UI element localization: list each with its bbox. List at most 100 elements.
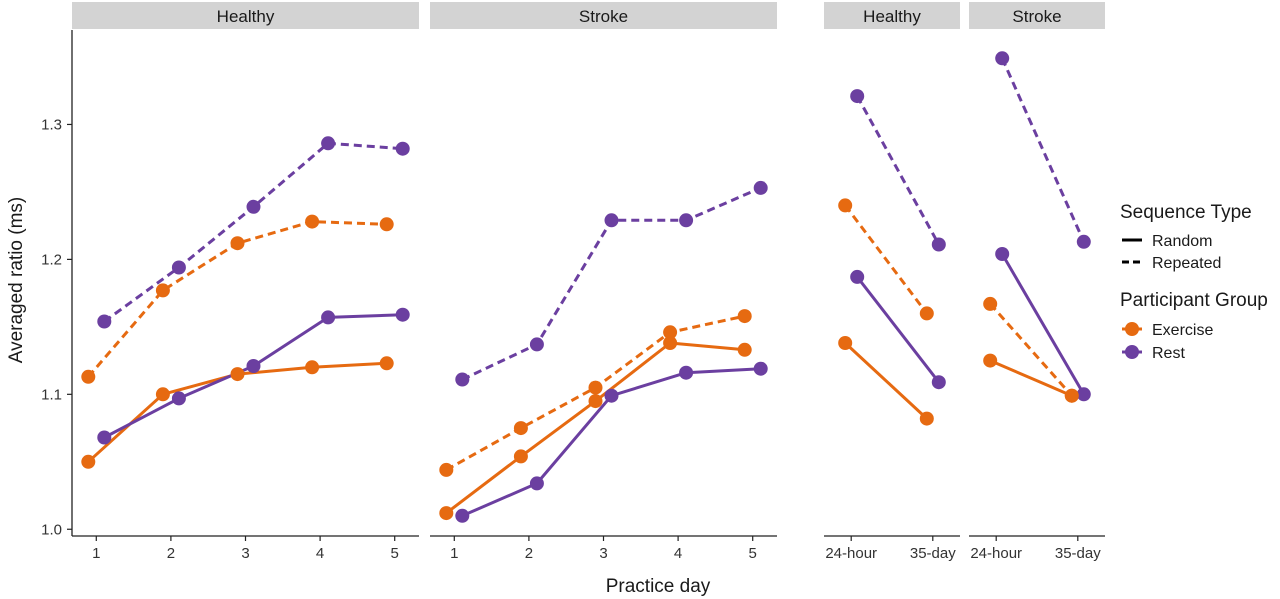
series-line-exercise-random (989, 359, 1073, 398)
panel-strip (72, 2, 419, 29)
data-point-exercise-random (919, 411, 934, 426)
x-tick-label: 4 (674, 545, 682, 562)
data-point-exercise-repeated (379, 217, 394, 232)
legend-label-exercise: Exercise (1152, 322, 1213, 339)
y-axis-title: Averaged ratio (ms) (6, 197, 27, 364)
data-point-rest-random (1076, 387, 1091, 402)
data-point-rest-repeated (995, 51, 1010, 66)
data-point-rest-random (679, 365, 694, 380)
legend: Sequence Type Random Repeated Participan… (1120, 202, 1268, 362)
panel-strip (969, 2, 1105, 29)
series-line-rest-random (1000, 253, 1086, 396)
data-point-rest-random (604, 388, 619, 403)
series-line-rest-random (103, 313, 403, 439)
series-line-rest-repeated (103, 141, 403, 323)
panel-2-stroke: Stroke 1 2 3 4 5 (430, 2, 777, 562)
x-tick-label: 4 (316, 545, 324, 562)
data-point-exercise-repeated (305, 214, 320, 229)
x-tick-label: 1 (92, 545, 100, 562)
data-point-rest-repeated (455, 372, 470, 387)
panel-strip-label: Stroke (1012, 7, 1061, 26)
data-point-exercise-repeated (663, 325, 678, 340)
data-point-exercise-repeated (155, 283, 170, 298)
y-tick-label: 1.1 (41, 386, 62, 403)
panel-strip-label: Stroke (579, 7, 628, 26)
data-point-exercise-random (230, 367, 245, 382)
data-point-exercise-random (513, 449, 528, 464)
x-tick-label: 2 (525, 545, 533, 562)
y-tick-label: 1.2 (41, 251, 62, 268)
data-point-exercise-random (305, 360, 320, 375)
data-point-rest-repeated (850, 89, 865, 104)
data-point-exercise-repeated (737, 309, 752, 324)
data-point-rest-random (850, 269, 865, 284)
data-point-rest-random (995, 247, 1010, 261)
y-tick-label: 1.3 (41, 116, 62, 133)
data-point-exercise-repeated (230, 236, 245, 251)
data-point-rest-repeated (604, 213, 619, 228)
series-line-rest-repeated (855, 95, 941, 246)
data-point-rest-random (529, 476, 544, 491)
data-point-exercise-repeated (588, 380, 603, 395)
legend-label-repeated: Repeated (1152, 255, 1221, 272)
data-point-rest-random (171, 391, 186, 406)
data-point-rest-repeated (321, 136, 336, 151)
series-line-exercise-repeated (989, 302, 1073, 397)
series-line-rest-random (856, 275, 940, 384)
data-point-exercise-repeated (513, 421, 528, 436)
data-point-exercise-random (81, 454, 96, 469)
data-point-exercise-random (663, 336, 678, 350)
series-line-exercise-random (844, 341, 928, 420)
data-point-exercise-repeated (81, 369, 96, 384)
data-point-rest-repeated (395, 141, 410, 156)
series-line-exercise-repeated (844, 204, 928, 315)
x-tick-label: 3 (241, 545, 249, 562)
legend-title-participant-group: Participant Group (1120, 290, 1268, 311)
legend-title-sequence-type: Sequence Type (1120, 202, 1252, 223)
data-point-exercise-repeated (439, 462, 454, 477)
panel-4-stroke: Stroke 24-hour 35-day (969, 2, 1105, 562)
data-point-rest-random (395, 307, 410, 322)
x-tick-label: 24-hour (970, 545, 1022, 562)
legend-label-rest: Rest (1152, 345, 1185, 362)
series-line-exercise-random (445, 341, 745, 515)
data-point-exercise-random (155, 387, 170, 402)
legend-key-rest-dot (1125, 345, 1139, 359)
data-point-rest-random (97, 430, 112, 445)
y-axis: 1.0 1.1 1.2 1.3 (41, 30, 73, 538)
data-point-rest-random (931, 375, 946, 390)
panel-strip (430, 2, 777, 29)
data-point-exercise-random (983, 353, 998, 368)
data-point-exercise-random (838, 336, 853, 350)
y-tick-label: 1.0 (41, 521, 62, 538)
panels-layer: Healthy 1 2 3 4 5 Stroke 1 2 3 4 5 Healthy 24-hour 35-… (72, 2, 1105, 562)
data-point-rest-repeated (679, 213, 694, 228)
data-point-exercise-random (379, 356, 394, 371)
data-point-rest-random (753, 361, 768, 376)
x-tick-label: 3 (599, 545, 607, 562)
x-tick-label: 1 (450, 545, 458, 562)
legend-label-random: Random (1152, 233, 1212, 250)
x-tick-label: 5 (391, 545, 399, 562)
data-point-exercise-repeated (1064, 388, 1079, 403)
data-point-exercise-random (737, 342, 752, 357)
data-point-exercise-random (439, 506, 454, 521)
data-point-rest-random (246, 359, 261, 373)
x-tick-label: 35-day (910, 545, 956, 562)
data-point-rest-repeated (97, 314, 112, 329)
panel-1-healthy: Healthy 1 2 3 4 5 (72, 2, 419, 562)
panel-strip-label: Healthy (863, 7, 921, 26)
legend-key-exercise-dot (1125, 322, 1139, 336)
data-point-exercise-repeated (838, 198, 853, 213)
x-tick-label: 5 (749, 545, 757, 562)
data-point-rest-random (455, 508, 470, 523)
data-point-rest-repeated (529, 337, 544, 352)
series-line-rest-repeated (1000, 57, 1086, 243)
x-tick-label: 24-hour (825, 545, 877, 562)
data-point-exercise-repeated (919, 306, 934, 321)
panel-3-healthy: Healthy 24-hour 35-day (824, 2, 960, 562)
data-point-rest-random (321, 310, 336, 325)
data-point-rest-repeated (171, 260, 186, 275)
data-point-exercise-repeated (983, 296, 998, 311)
